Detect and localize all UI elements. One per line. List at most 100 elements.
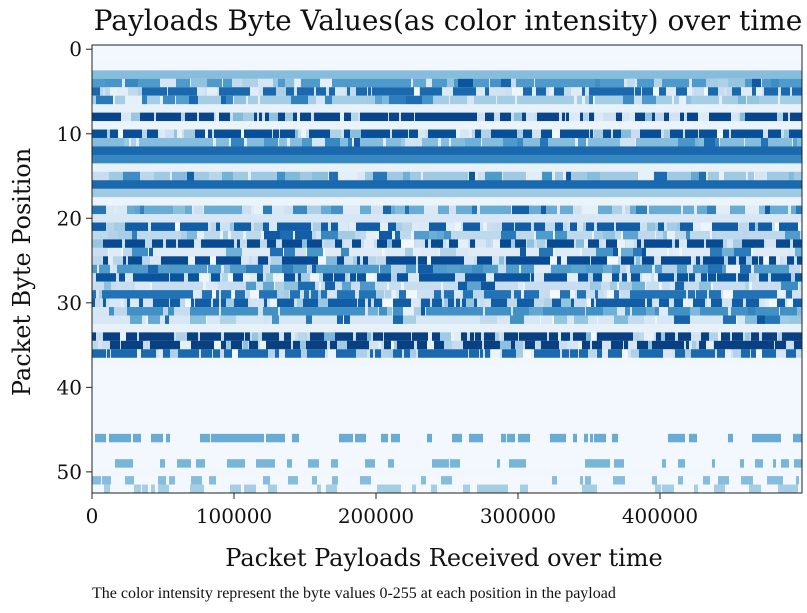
heatmap-cell	[647, 264, 652, 274]
heatmap-cell	[529, 307, 543, 316]
heatmap-cell	[278, 459, 287, 468]
heatmap-cell	[511, 256, 518, 266]
heatmap-cell	[287, 129, 295, 139]
heatmap-cell	[117, 281, 122, 291]
heatmap-cell	[400, 129, 408, 139]
heatmap-cell	[737, 315, 745, 325]
heatmap-row	[92, 154, 802, 164]
heatmap-cell	[595, 95, 611, 105]
heatmap-cell	[766, 239, 776, 249]
heatmap-cell	[243, 340, 248, 350]
heatmap-cell	[639, 484, 649, 494]
heatmap-cell	[492, 256, 499, 266]
heatmap-cell	[421, 256, 427, 266]
heatmap-cell	[278, 112, 285, 122]
heatmap-cell	[209, 95, 221, 105]
heatmap-cell	[404, 112, 414, 122]
heatmap-cell	[393, 307, 403, 316]
heatmap-cell	[434, 290, 441, 299]
heatmap-cell	[707, 298, 711, 308]
heatmap-cell	[350, 273, 356, 282]
heatmap-cell	[92, 137, 106, 147]
heatmap-cell	[335, 281, 342, 291]
heatmap-cell	[110, 137, 124, 147]
heatmap-cell	[99, 129, 107, 139]
heatmap-cell	[325, 95, 332, 105]
heatmap-cell	[151, 222, 156, 232]
heatmap-cell	[208, 264, 221, 274]
heatmap-cell	[586, 87, 589, 97]
heatmap-cell	[448, 256, 459, 266]
heatmap-cell	[472, 205, 477, 215]
heatmap-cell	[741, 87, 752, 97]
heatmap-cell	[624, 332, 633, 342]
heatmap-cell	[320, 307, 334, 316]
heatmap-cell	[111, 476, 123, 485]
heatmap-cell	[127, 298, 130, 308]
heatmap-cell	[630, 290, 633, 299]
heatmap-cell	[527, 256, 533, 266]
heatmap-cell	[264, 315, 268, 325]
heatmap-cell	[782, 239, 790, 249]
heatmap-cell	[366, 273, 374, 282]
heatmap-cell	[781, 459, 789, 468]
heatmap-cell	[490, 78, 501, 88]
heatmap-cell	[503, 315, 510, 325]
heatmap-cell	[480, 433, 483, 443]
heatmap-cell	[670, 129, 679, 139]
heatmap-cell	[165, 315, 169, 325]
heatmap-cell	[580, 112, 583, 122]
heatmap-cell	[284, 484, 295, 494]
heatmap-cell	[365, 171, 373, 181]
heatmap-cell	[408, 273, 419, 282]
heatmap-cell	[379, 307, 387, 316]
heatmap-cell	[92, 433, 95, 443]
heatmap-cell	[526, 171, 542, 181]
heatmap-cell	[92, 332, 96, 342]
heatmap-cell	[562, 112, 565, 122]
heatmap-cell	[328, 349, 336, 359]
heatmap-cell	[594, 433, 606, 443]
heatmap-cell	[263, 307, 278, 316]
heatmap-row	[92, 484, 802, 494]
heatmap-cell	[720, 137, 724, 147]
heatmap-cell	[748, 230, 765, 240]
heatmap-cell	[708, 273, 716, 282]
heatmap-cell	[277, 290, 284, 299]
heatmap-cell	[674, 484, 679, 494]
heatmap-cell	[113, 290, 116, 299]
heatmap-cell	[750, 298, 759, 308]
heatmap-cell	[588, 239, 599, 249]
heatmap-row	[92, 61, 802, 71]
heatmap-cell	[232, 290, 235, 299]
heatmap-cell	[92, 340, 98, 350]
heatmap-cell	[733, 239, 742, 249]
heatmap-cell	[576, 484, 582, 494]
heatmap-cell	[142, 95, 147, 105]
heatmap-cell	[355, 230, 366, 240]
heatmap-cell	[285, 171, 300, 181]
heatmap-cell	[383, 298, 393, 308]
heatmap-cell	[125, 95, 142, 105]
plot-frame	[91, 44, 803, 494]
heatmap-cell	[699, 171, 706, 181]
heatmap-cell	[662, 281, 670, 291]
heatmap-cell	[331, 433, 339, 443]
heatmap-cell	[186, 281, 191, 291]
heatmap-row	[92, 290, 802, 299]
heatmap-cell	[712, 222, 717, 232]
heatmap-cell	[791, 256, 794, 266]
heatmap-cell	[353, 340, 364, 350]
heatmap-cell	[366, 484, 377, 494]
heatmap-cell	[724, 171, 738, 181]
heatmap-cell	[534, 273, 544, 282]
heatmap-cell	[546, 256, 550, 266]
heatmap-cell	[142, 256, 150, 266]
heatmap-cell	[216, 112, 219, 122]
heatmap-cell	[266, 340, 271, 350]
heatmap-cell	[505, 222, 509, 232]
heatmap-cell	[403, 315, 416, 325]
heatmap-cell	[279, 332, 284, 342]
heatmap-cell	[285, 433, 292, 443]
heatmap-cell	[744, 290, 748, 299]
